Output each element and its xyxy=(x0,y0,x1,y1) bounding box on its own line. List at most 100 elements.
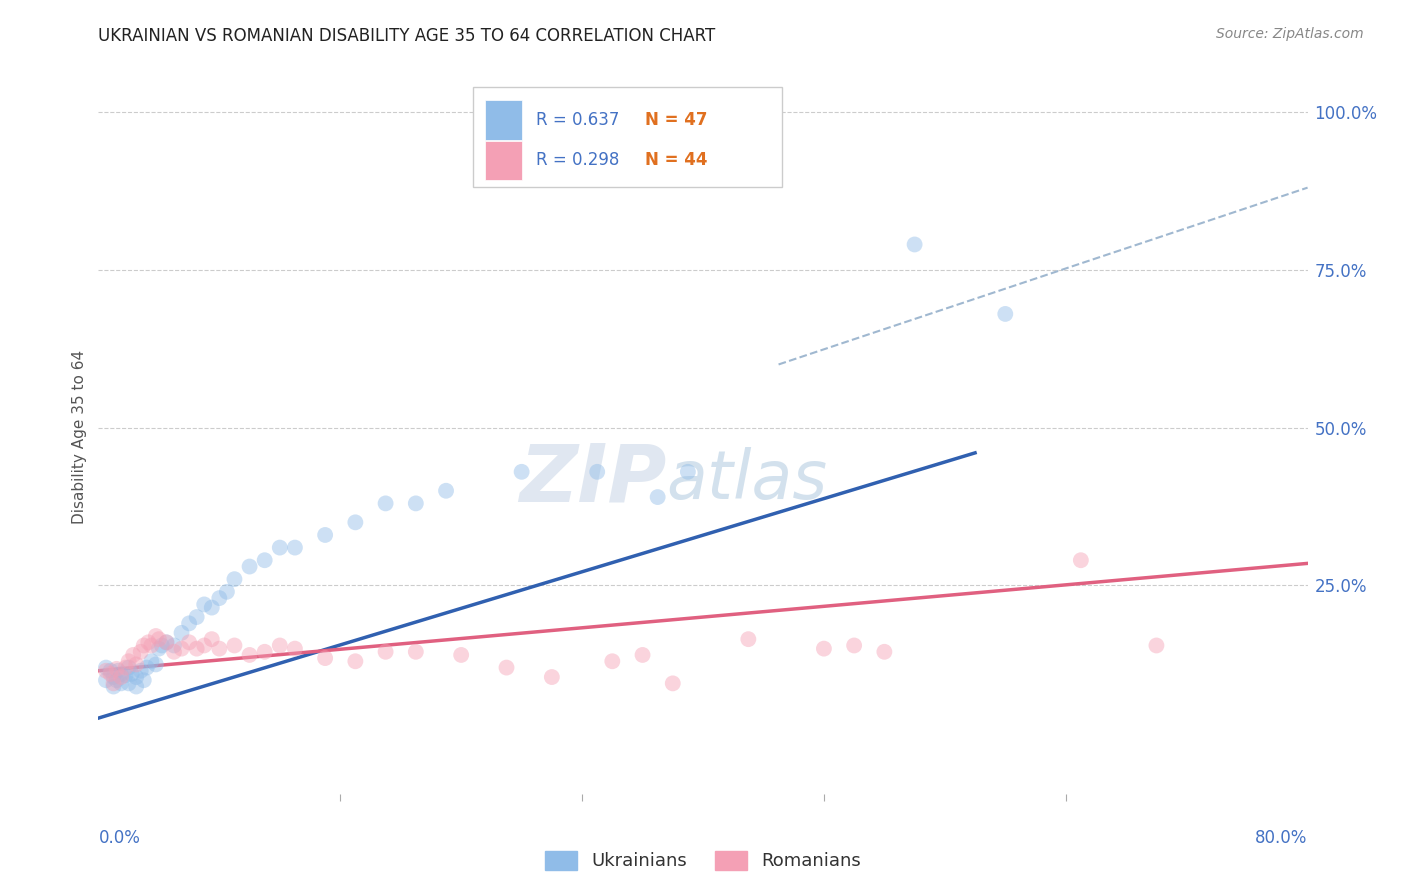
Point xyxy=(186,641,208,656)
Text: N = 47: N = 47 xyxy=(645,111,707,128)
Point xyxy=(813,641,835,656)
Text: N = 44: N = 44 xyxy=(645,152,707,169)
Point xyxy=(118,660,141,674)
Point xyxy=(94,660,117,674)
Point xyxy=(103,670,125,684)
Point xyxy=(114,660,136,674)
Point xyxy=(253,645,276,659)
Text: Source: ZipAtlas.com: Source: ZipAtlas.com xyxy=(1216,27,1364,41)
Point xyxy=(314,528,336,542)
Point xyxy=(148,641,170,656)
Point xyxy=(284,641,307,656)
Point xyxy=(405,496,427,510)
Point xyxy=(132,673,155,688)
FancyBboxPatch shape xyxy=(474,87,782,187)
Point xyxy=(118,676,141,690)
Point xyxy=(1070,553,1092,567)
Text: ZIP: ZIP xyxy=(519,441,666,519)
Point xyxy=(844,639,866,653)
Point xyxy=(224,572,246,586)
Point xyxy=(344,516,367,530)
Point xyxy=(873,645,896,659)
Point xyxy=(145,629,167,643)
Text: atlas: atlas xyxy=(666,447,828,513)
Point xyxy=(110,670,132,684)
Point xyxy=(94,673,117,688)
Point xyxy=(405,645,427,659)
Point xyxy=(994,307,1017,321)
Point xyxy=(631,648,654,662)
Point xyxy=(141,639,163,653)
Point xyxy=(118,654,141,668)
Point xyxy=(114,668,136,682)
Point xyxy=(135,660,157,674)
Point xyxy=(105,662,128,676)
Point xyxy=(662,676,685,690)
Point xyxy=(904,237,927,252)
Point xyxy=(450,648,472,662)
Point xyxy=(94,664,117,678)
Point xyxy=(540,670,562,684)
Point xyxy=(141,654,163,668)
Point xyxy=(193,598,215,612)
FancyBboxPatch shape xyxy=(485,141,522,180)
Text: R = 0.298: R = 0.298 xyxy=(536,152,620,169)
Point xyxy=(155,635,177,649)
Point xyxy=(495,660,517,674)
Point xyxy=(103,676,125,690)
Text: 80.0%: 80.0% xyxy=(1256,829,1308,847)
Point xyxy=(110,676,132,690)
Point xyxy=(125,657,148,672)
Text: UKRAINIAN VS ROMANIAN DISABILITY AGE 35 TO 64 CORRELATION CHART: UKRAINIAN VS ROMANIAN DISABILITY AGE 35 … xyxy=(98,27,716,45)
Text: R = 0.637: R = 0.637 xyxy=(536,111,620,128)
Point xyxy=(122,648,145,662)
Point xyxy=(208,641,231,656)
Point xyxy=(201,600,224,615)
Point xyxy=(100,666,122,681)
Point xyxy=(586,465,609,479)
Point xyxy=(239,648,262,662)
Point xyxy=(1144,639,1167,653)
Point xyxy=(374,645,396,659)
Point xyxy=(170,641,193,656)
Point xyxy=(129,664,152,678)
Point xyxy=(121,666,143,681)
Text: 0.0%: 0.0% xyxy=(98,829,141,847)
Point xyxy=(136,635,159,649)
Point xyxy=(284,541,307,555)
Point xyxy=(344,654,367,668)
Point xyxy=(163,639,186,653)
Y-axis label: Disability Age 35 to 64: Disability Age 35 to 64 xyxy=(72,350,87,524)
Point xyxy=(314,651,336,665)
Point xyxy=(374,496,396,510)
Point xyxy=(132,639,155,653)
Point xyxy=(155,635,177,649)
Point xyxy=(239,559,262,574)
Point xyxy=(179,616,201,631)
Point xyxy=(148,632,170,647)
Legend: Ukrainians, Romanians: Ukrainians, Romanians xyxy=(537,844,869,878)
Point xyxy=(145,657,167,672)
Point xyxy=(602,654,624,668)
Point xyxy=(105,673,128,688)
Point xyxy=(215,584,238,599)
Point xyxy=(201,632,224,647)
Point xyxy=(208,591,231,606)
Point xyxy=(107,664,129,678)
Point xyxy=(193,639,215,653)
Point xyxy=(253,553,276,567)
Point xyxy=(110,666,132,681)
Point xyxy=(676,465,699,479)
Point xyxy=(647,490,669,504)
Point xyxy=(125,680,148,694)
Point xyxy=(179,635,201,649)
Point xyxy=(125,670,148,684)
Point xyxy=(129,645,152,659)
Point xyxy=(103,680,125,694)
Point xyxy=(434,483,457,498)
Point xyxy=(269,639,291,653)
Point xyxy=(100,664,122,678)
Point xyxy=(150,639,173,653)
Point xyxy=(224,639,246,653)
FancyBboxPatch shape xyxy=(485,100,522,139)
